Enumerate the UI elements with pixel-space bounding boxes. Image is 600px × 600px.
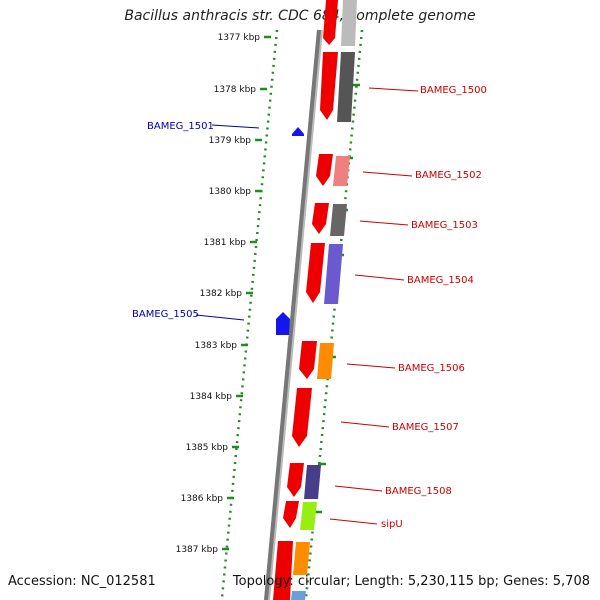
label-connectors [195, 87, 419, 525]
tick-label: 1380 kbp [209, 187, 252, 197]
gene-bameg-1504[interactable] [306, 243, 325, 303]
gene-labels: BAMEG_1500 BAMEG_1501 BAMEG_1502 BAMEG_1… [132, 85, 487, 530]
feature-blocks [291, 0, 357, 600]
connector-bameg-1508 [334, 485, 383, 492]
reverse-strand-genes [276, 127, 304, 335]
label-bameg-1508[interactable]: BAMEG_1508 [385, 486, 452, 497]
gene-bameg-1502[interactable] [316, 154, 333, 186]
connector-bameg-1502 [362, 171, 413, 177]
gene-bameg-1500[interactable] [320, 52, 338, 120]
feature-block-indigo-1508[interactable] [304, 465, 321, 499]
label-bameg-1502[interactable]: BAMEG_1502 [415, 170, 482, 181]
tick-label: 1379 kbp [209, 136, 252, 146]
label-bameg-1506[interactable]: BAMEG_1506 [398, 363, 465, 374]
tick-label: 1387 kbp [176, 545, 219, 555]
tick-label: 1377 kbp [218, 33, 261, 43]
connector-bameg-1501 [211, 124, 260, 129]
connector-bameg-1503 [359, 220, 409, 226]
feature-block-grey-1503[interactable] [330, 204, 347, 236]
forward-strand-genes [273, 0, 338, 600]
label-bameg-1500[interactable]: BAMEG_1500 [420, 85, 487, 96]
connector-bameg-1505 [195, 314, 245, 321]
tick-label: 1381 kbp [204, 238, 247, 248]
label-bameg-1504[interactable]: BAMEG_1504 [407, 275, 474, 286]
connector-sipu [329, 518, 378, 525]
gene-bameg-1506[interactable] [299, 341, 317, 379]
tick-label: 1378 kbp [214, 85, 257, 95]
tick-label: 1385 kbp [186, 443, 229, 453]
tick-label: 1382 kbp [200, 289, 243, 299]
label-bameg-1507[interactable]: BAMEG_1507 [392, 422, 459, 433]
feature-block-dark-grey-1500[interactable] [337, 52, 355, 122]
tick-label: 1383 kbp [195, 341, 238, 351]
label-bameg-1501[interactable]: BAMEG_1501 [147, 121, 214, 132]
feature-block-purple-1504[interactable] [324, 244, 343, 304]
accession-text: Accession: NC_012581 [8, 574, 156, 589]
tick-marks [222, 35, 271, 551]
ruler-left-dotted-line [220, 29, 279, 599]
feature-block-pink-1502[interactable] [333, 156, 350, 186]
tick-labels: 1377 kbp 1378 kbp 1379 kbp 1380 kbp 1381… [176, 33, 261, 555]
feature-block-orange-1506[interactable] [317, 343, 334, 379]
connector-bameg-1504 [354, 274, 405, 281]
gene-bameg-1503[interactable] [312, 203, 329, 234]
label-sipu[interactable]: sipU [381, 519, 403, 530]
gene-bameg-1500a[interactable] [323, 0, 338, 45]
connector-bameg-1507 [340, 421, 390, 428]
feature-block-grey-top[interactable] [341, 0, 357, 46]
connector-bameg-1506 [346, 363, 396, 369]
gene-bameg-1501[interactable] [292, 127, 304, 136]
genome-summary-text: Topology: circular; Length: 5,230,115 bp… [232, 574, 590, 589]
sequence-backbone [264, 29, 321, 600]
feature-block-green-sipu[interactable] [300, 502, 317, 530]
map-title: Bacillus anthracis str. CDC 684, complet… [124, 8, 476, 24]
gene-sipu[interactable] [283, 501, 299, 528]
feature-block-blue-bottom[interactable] [291, 591, 306, 600]
gene-bameg-1507[interactable] [292, 388, 312, 447]
tick-label: 1384 kbp [190, 392, 233, 402]
connector-bameg-1500 [368, 87, 419, 92]
label-bameg-1505[interactable]: BAMEG_1505 [132, 309, 199, 320]
gene-bameg-1508[interactable] [287, 463, 304, 497]
label-bameg-1503[interactable]: BAMEG_1503 [411, 220, 478, 231]
tick-label: 1386 kbp [181, 494, 224, 504]
feature-block-orange-bottom[interactable] [293, 542, 310, 575]
gene-next-forward[interactable] [273, 541, 293, 600]
gene-bameg-1505[interactable] [276, 312, 290, 335]
